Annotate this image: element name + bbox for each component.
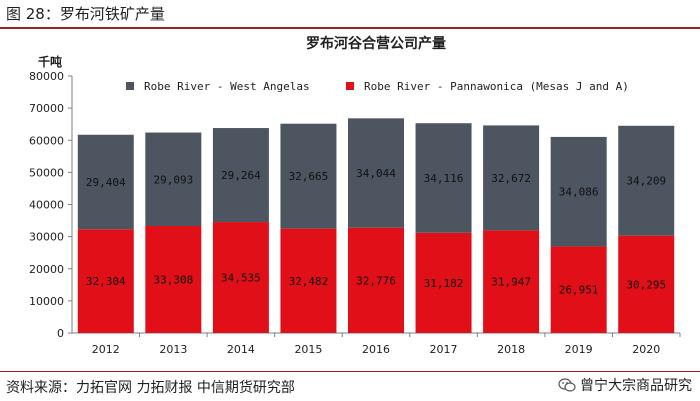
x-tick-label: 2018	[497, 343, 525, 356]
data-label: 33,308	[153, 273, 193, 286]
bar-pannawonica	[415, 232, 472, 333]
legend-swatch	[346, 82, 354, 90]
bar-west-angelas	[618, 125, 675, 236]
y-tick-label: 30000	[29, 231, 64, 244]
legend-swatch	[126, 82, 134, 90]
bar-west-angelas	[415, 123, 472, 233]
data-label: 30,295	[626, 278, 666, 291]
data-label: 32,665	[289, 170, 329, 183]
bar-west-angelas	[280, 123, 337, 229]
x-tick-label: 2015	[294, 343, 322, 356]
data-label: 31,947	[491, 276, 531, 289]
bar-pannawonica	[483, 230, 540, 333]
bar-west-angelas	[77, 134, 134, 230]
watermark-text: 曾宁大宗商品研究	[580, 378, 692, 394]
figure-header: 图 28：罗布河铁矿产量	[0, 0, 700, 29]
x-tick-label: 2013	[159, 343, 187, 356]
bar-west-angelas	[212, 128, 269, 223]
data-label: 32,482	[289, 275, 329, 288]
y-tick-label: 40000	[29, 199, 64, 212]
data-label: 34,209	[626, 175, 666, 188]
y-tick-label: 10000	[29, 295, 64, 308]
x-tick-label: 2016	[362, 343, 390, 356]
bar-pannawonica	[212, 222, 269, 333]
data-label: 31,182	[424, 277, 464, 290]
bar-west-angelas	[348, 118, 404, 228]
data-label: 32,672	[491, 172, 531, 185]
data-label: 32,304	[86, 275, 126, 288]
data-label: 32,776	[356, 274, 396, 287]
data-label: 29,093	[153, 173, 193, 186]
data-label: 29,264	[221, 169, 261, 182]
footer-rule	[0, 371, 700, 372]
bar-west-angelas	[550, 136, 607, 247]
data-label: 34,535	[221, 272, 261, 285]
source-note: 资料来源：力拓官网 力拓财报 中信期货研究部	[6, 380, 295, 396]
bar-pannawonica	[145, 225, 202, 333]
y-tick-label: 80000	[29, 70, 64, 83]
x-tick-label: 2014	[227, 343, 255, 356]
figure-label: 图 28：	[6, 5, 60, 23]
data-label: 29,404	[86, 176, 126, 189]
figure-title-text: 罗布河铁矿产量	[59, 5, 165, 23]
x-tick-label: 2012	[92, 343, 120, 356]
bar-pannawonica	[348, 227, 404, 333]
bar-pannawonica	[77, 229, 134, 333]
x-tick-label: 2017	[430, 343, 458, 356]
x-tick-label: 2019	[565, 343, 593, 356]
x-tick-label: 2020	[632, 343, 660, 356]
bar-west-angelas	[483, 125, 540, 231]
data-label: 34,116	[424, 172, 464, 185]
bar-pannawonica	[550, 246, 607, 333]
bar-west-angelas	[145, 132, 202, 226]
y-tick-label: 20000	[29, 263, 64, 276]
figure-title: 图 28：罗布河铁矿产量	[6, 3, 165, 24]
chart-area: 罗布河谷合营公司产量千吨 Robe River - West Angelas Rob…	[0, 30, 700, 370]
legend-label: Robe River - Pannawonica (Mesas J and A)	[364, 80, 629, 93]
y-tick-label: 50000	[29, 166, 64, 179]
header-rule	[0, 27, 700, 29]
bar-pannawonica	[618, 235, 675, 333]
data-label: 34,044	[356, 167, 396, 180]
y-tick-label: 70000	[29, 102, 64, 115]
y-axis-unit-label: 千吨	[38, 54, 62, 69]
data-label: 26,951	[559, 284, 599, 297]
bar-pannawonica	[280, 228, 337, 333]
figure-footer: 资料来源：力拓官网 力拓财报 中信期货研究部 曾宁大宗商品研究	[0, 371, 700, 401]
data-label: 34,086	[559, 186, 599, 199]
y-tick-label: 0	[57, 327, 64, 340]
watermark: 曾宁大宗商品研究	[558, 375, 692, 395]
wechat-icon	[558, 378, 576, 392]
y-tick-label: 60000	[29, 134, 64, 147]
chart-title: 罗布河谷合营公司产量	[306, 35, 446, 52]
legend-label: Robe River - West Angelas	[144, 80, 310, 93]
